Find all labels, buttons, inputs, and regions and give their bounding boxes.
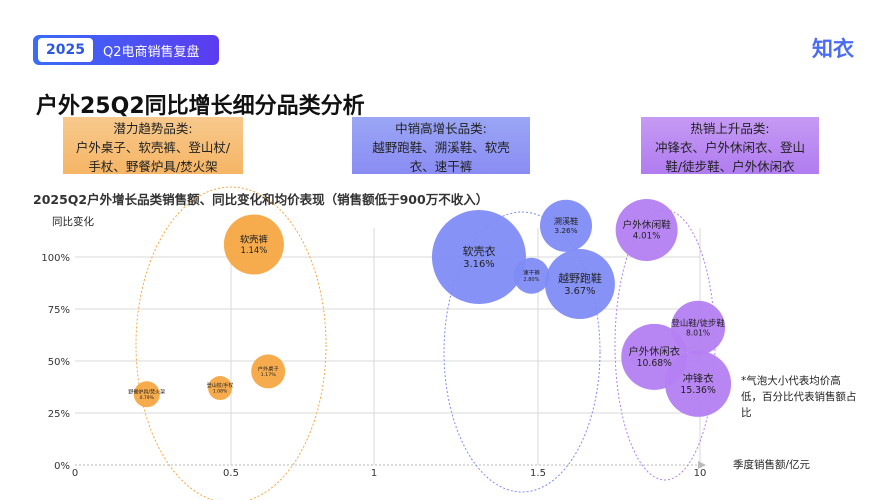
bubble-label: 登山杖/手杖 — [207, 382, 234, 389]
category-items: 冲锋衣、户外休闲衣、登山鞋/徒步鞋、户外休闲衣 — [654, 140, 805, 174]
bubble-share: 1.14% — [240, 245, 267, 255]
brand-logo: 知衣 — [812, 37, 854, 61]
bubble-label: 溯溪鞋 — [554, 216, 578, 226]
y-axis-label: 同比变化 — [52, 215, 94, 228]
bubble — [615, 198, 678, 261]
bubble — [208, 376, 233, 401]
bubble-label: 户外休闲鞋 — [622, 218, 671, 231]
y-tick-label: 75% — [48, 305, 70, 316]
bubble — [133, 381, 160, 408]
bubble-label: 登山鞋/徒步鞋 — [671, 318, 725, 328]
y-tick-label: 25% — [48, 409, 70, 420]
bubble-share: 3.16% — [463, 259, 494, 270]
y-tick-label: 50% — [48, 357, 70, 368]
category-items: 越野跑鞋、溯溪鞋、软壳衣、速干裤 — [372, 140, 510, 174]
page-title: 户外25Q2同比增长细分品类分析 — [36, 94, 365, 119]
bubble — [665, 350, 732, 417]
bubble-share: 15.36% — [680, 385, 716, 396]
bubble-share: 10.68% — [637, 358, 673, 369]
category-items: 户外桌子、软壳裤、登山杖/手杖、野餐炉具/焚火架 — [75, 140, 231, 174]
category-box-hot: 热销上升品类: 冲锋衣、户外休闲衣、登山鞋/徒步鞋、户外休闲衣 — [641, 117, 819, 174]
bubble — [540, 199, 593, 252]
header-badge: 2025 Q2电商销售复盘 — [33, 35, 219, 65]
bubble-label: 冲锋衣 — [683, 372, 714, 385]
bubble-share: 1.17% — [261, 372, 277, 378]
x-tick-label: 0 — [72, 468, 78, 479]
bubble — [671, 300, 726, 355]
bubble — [431, 210, 526, 304]
bubble — [513, 257, 550, 294]
group-ellipse — [443, 211, 601, 493]
bubble-label: 户外桌子 — [258, 364, 280, 372]
x-tick-label: 1 — [371, 468, 377, 479]
bubble-label: 软壳裤 — [240, 234, 268, 246]
bubble-label: 野餐炉具/焚火架 — [128, 388, 165, 395]
year-label: 2025 — [38, 38, 93, 62]
bubble — [223, 214, 284, 275]
bubble — [251, 354, 286, 389]
bubble-share: 0.79% — [140, 395, 155, 401]
category-title: 中销高增长品类: — [395, 121, 487, 136]
y-tick-label: 100% — [41, 253, 70, 264]
bubble-share: 1.08% — [213, 389, 228, 395]
bubble-label: 速干裤 — [523, 269, 540, 277]
x-tick-label: 10 — [694, 468, 707, 479]
category-title: 潜力趋势品类: — [113, 121, 193, 136]
category-title: 热销上升品类: — [690, 121, 770, 136]
bubble-label: 越野跑鞋 — [558, 271, 602, 285]
bubble-share: 8.01% — [686, 328, 710, 337]
bubble-share: 3.67% — [564, 286, 595, 297]
group-ellipse — [135, 186, 327, 500]
chart-note: *气泡大小代表均价高低，百分比代表销售额占比 — [741, 375, 857, 419]
y-tick-label: 0% — [54, 461, 70, 472]
x-tick-label: 0.5 — [223, 468, 239, 479]
bubble-share: 4.01% — [633, 232, 661, 242]
category-box-mid: 中销高增长品类: 越野跑鞋、溯溪鞋、软壳衣、速干裤 — [352, 117, 530, 174]
header-title: Q2电商销售复盘 — [102, 44, 200, 60]
x-axis-arrow-icon — [698, 461, 706, 469]
bubble — [544, 249, 615, 320]
bubble-label: 软壳衣 — [462, 244, 495, 258]
bubble-share: 3.26% — [554, 226, 577, 235]
x-tick-label: 1.5 — [530, 468, 546, 479]
bubble-share: 2.80% — [523, 277, 539, 283]
x-axis-label: 季度销售额/亿元 — [733, 458, 811, 471]
category-box-potential: 潜力趋势品类: 户外桌子、软壳裤、登山杖/手杖、野餐炉具/焚火架 — [63, 117, 243, 174]
bubble-label: 户外休闲衣 — [629, 345, 680, 358]
chart-title: 2025Q2户外增长品类销售额、同比变化和均价表现（销售额低于900万不收入） — [33, 192, 489, 207]
